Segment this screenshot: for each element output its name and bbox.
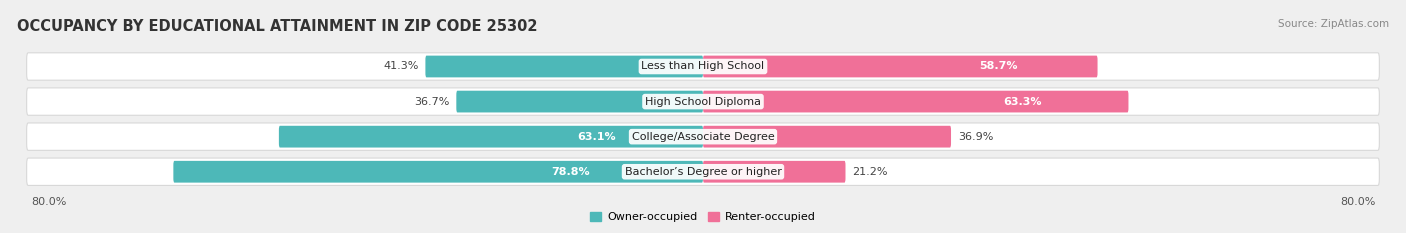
FancyBboxPatch shape — [426, 56, 703, 77]
FancyBboxPatch shape — [27, 88, 1379, 115]
Text: 58.7%: 58.7% — [980, 62, 1018, 72]
FancyBboxPatch shape — [27, 123, 1379, 150]
FancyBboxPatch shape — [703, 161, 845, 183]
Legend: Owner-occupied, Renter-occupied: Owner-occupied, Renter-occupied — [586, 208, 820, 227]
FancyBboxPatch shape — [27, 158, 1379, 185]
FancyBboxPatch shape — [27, 53, 1379, 80]
FancyBboxPatch shape — [703, 56, 1098, 77]
Text: 63.3%: 63.3% — [1002, 96, 1042, 106]
Text: Source: ZipAtlas.com: Source: ZipAtlas.com — [1278, 19, 1389, 29]
Text: 80.0%: 80.0% — [31, 197, 66, 207]
FancyBboxPatch shape — [278, 126, 703, 147]
Text: 41.3%: 41.3% — [384, 62, 419, 72]
Text: 78.8%: 78.8% — [551, 167, 591, 177]
Text: High School Diploma: High School Diploma — [645, 96, 761, 106]
Text: Less than High School: Less than High School — [641, 62, 765, 72]
Text: 63.1%: 63.1% — [578, 132, 616, 142]
Text: 36.7%: 36.7% — [415, 96, 450, 106]
Text: Bachelor’s Degree or higher: Bachelor’s Degree or higher — [624, 167, 782, 177]
FancyBboxPatch shape — [703, 126, 950, 147]
Text: 21.2%: 21.2% — [852, 167, 887, 177]
Text: OCCUPANCY BY EDUCATIONAL ATTAINMENT IN ZIP CODE 25302: OCCUPANCY BY EDUCATIONAL ATTAINMENT IN Z… — [17, 19, 537, 34]
FancyBboxPatch shape — [457, 91, 703, 113]
FancyBboxPatch shape — [173, 161, 703, 183]
Text: College/Associate Degree: College/Associate Degree — [631, 132, 775, 142]
Text: 36.9%: 36.9% — [957, 132, 993, 142]
Text: 80.0%: 80.0% — [1340, 197, 1375, 207]
FancyBboxPatch shape — [703, 91, 1129, 113]
